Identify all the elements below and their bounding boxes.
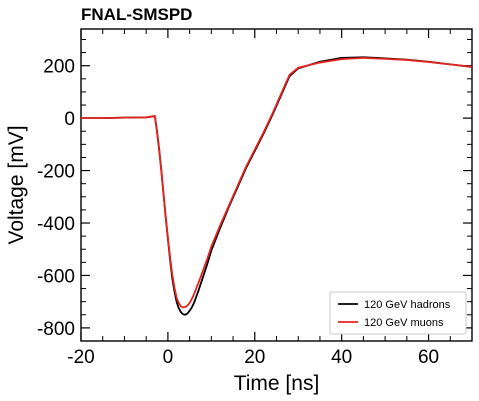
legend-box	[329, 291, 467, 335]
axis-ticks	[80, 29, 473, 342]
x-tick-label: 40	[331, 347, 352, 368]
y-axis-label: Voltage [mV]	[5, 125, 28, 244]
x-axis-label: Time [ns]	[234, 372, 320, 395]
y-tick-label: -400	[37, 214, 75, 235]
legend-label: 120 GeV muons	[364, 317, 444, 329]
series-line-hadrons	[81, 56, 472, 316]
y-tick-label: 0	[64, 109, 75, 130]
x-tick-label: 0	[163, 347, 174, 368]
y-tick-label: -200	[37, 162, 75, 183]
y-tick-label: -600	[37, 266, 75, 287]
legend: 120 GeV hadrons 120 GeV muons	[329, 291, 467, 335]
x-tick-label: -20	[67, 347, 94, 368]
x-tick-label: 20	[244, 347, 265, 368]
chart-title: FNAL-SMSPD	[81, 5, 192, 24]
x-tick-label: 60	[418, 347, 439, 368]
y-tick-label: -800	[37, 319, 75, 340]
legend-label: 120 GeV hadrons	[364, 299, 451, 311]
series-line-muons	[81, 56, 472, 309]
y-tick-label: 200	[43, 57, 75, 78]
series-layer	[81, 56, 472, 316]
